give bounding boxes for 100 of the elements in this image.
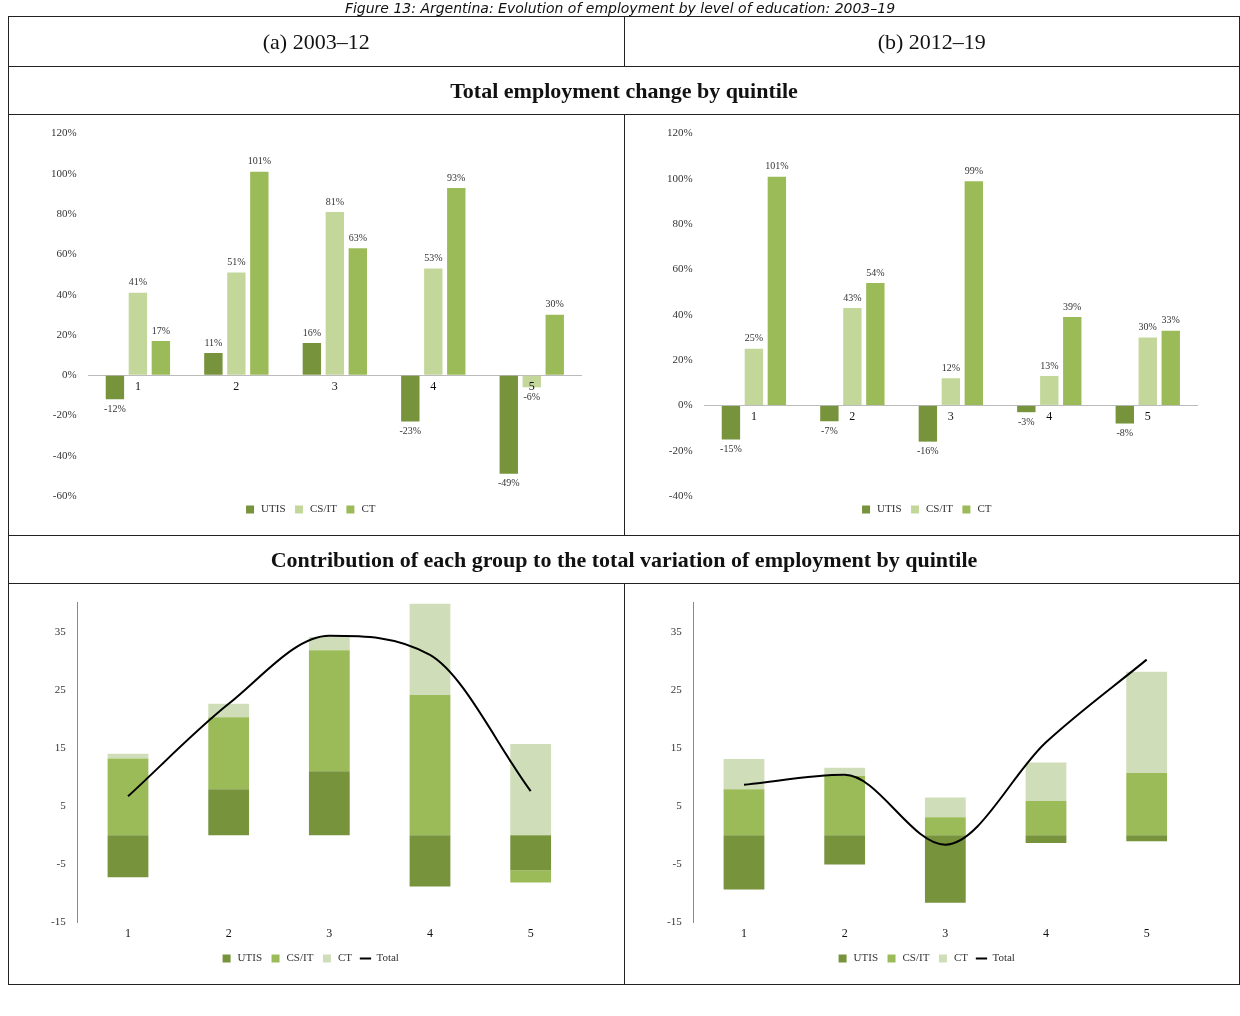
y-tick-label: -20% [52,408,77,421]
legend-label: Total [991,951,1015,964]
data-label: 16% [302,326,322,338]
chart-title: Contribution of each group to the total variation of employment by quintile [8,535,1240,584]
data-label: 39% [1062,300,1081,312]
bar [545,314,564,375]
y-tick-label: -15 [666,915,682,928]
bar [151,340,171,375]
bar [424,268,443,375]
bar [924,797,966,818]
x-tick-label: 3 [326,925,333,940]
y-tick-label: 5 [60,799,67,812]
data-label: -49% [497,477,520,489]
data-label: 33% [1161,314,1180,326]
line-series [127,634,532,798]
data-label: 30% [545,298,564,310]
x-tick-label: 5 [527,925,534,940]
x-tick-label: 4 [427,925,433,940]
y-tick-label: 40% [671,307,693,320]
bar [447,187,466,375]
data-label: 53% [424,252,443,264]
bar [1016,405,1036,413]
legend-label: CT [976,502,992,515]
y-tick-label: 80% [671,217,693,230]
bar [1161,330,1180,405]
bar [865,283,885,405]
y-tick-label: 60% [56,247,77,260]
x-tick-label: 4 [1045,408,1052,423]
chart-subtitle: (b) 2012–19 [624,16,1240,67]
legend-label: CS/IT [925,502,953,515]
data-label: 93% [447,171,466,183]
x-tick-label: 4 [430,378,437,393]
bar [409,695,451,836]
x-tick-label: 2 [225,925,232,940]
y-tick-label: 100% [666,171,693,184]
x-tick-label: 3 [331,378,338,393]
data-label: 99% [964,164,983,176]
x-tick-label: 1 [740,925,747,940]
data-label: 25% [744,332,763,344]
bar [401,375,420,422]
bar [308,771,350,836]
bar [208,789,250,836]
data-label: -8% [1115,427,1133,439]
legend-label: UTIS [237,951,263,964]
chart-subtitle: (a) 2003–12 [8,16,624,67]
bar [1125,671,1167,774]
bar [204,353,223,375]
data-label: 51% [227,256,246,268]
legend-label: UTIS [853,951,878,964]
y-tick-label: -20% [668,443,693,456]
bar [924,817,966,836]
y-tick-label: 25 [54,682,67,695]
legend-label: Total [376,951,399,964]
bar [1025,835,1066,843]
y-tick-label: 100% [50,166,77,179]
bar [510,835,552,871]
x-tick-label: 5 [528,378,535,393]
data-label: -3% [1017,415,1035,427]
data-label: 13% [1039,359,1058,371]
legend-label: CT [953,951,968,964]
bar [723,789,764,836]
bar [308,650,350,772]
bar [1125,835,1167,842]
bar [308,636,350,651]
data-label: 81% [325,195,344,207]
line-series [742,658,1148,846]
x-tick-label: 4 [1042,925,1049,940]
data-label: 63% [348,231,367,243]
bar [823,775,865,836]
bar [842,308,862,405]
y-tick-label: 15 [54,740,67,753]
data-label: 101% [247,155,272,167]
chart-title: Total employment change by quintile [8,66,1240,115]
y-tick-label: 120% [50,126,77,139]
x-tick-label: 5 [1144,408,1151,423]
bar [924,835,966,903]
bar [1138,337,1157,405]
x-tick-label: 3 [941,925,948,940]
data-label: -7% [820,424,838,436]
y-tick-label: 15 [670,740,682,753]
bar [918,405,937,442]
y-tick-label: 0% [677,398,693,411]
y-tick-label: 120% [666,126,693,139]
bar [250,171,269,375]
bar [227,272,246,375]
legend-label: UTIS [261,502,286,515]
bar [723,759,764,790]
bar [1025,801,1066,836]
bar [325,212,345,375]
x-tick-label: 3 [947,408,954,423]
bar [1115,405,1134,424]
x-tick-label: 2 [841,925,848,940]
bar [1039,375,1058,405]
y-tick-label: 60% [671,262,693,275]
legend-label: CS/IT [310,502,338,515]
data-label: 54% [865,266,885,278]
data-label: -16% [916,445,939,457]
legend-label: CT [337,951,353,964]
bar [107,835,149,878]
data-label: 12% [941,361,960,373]
